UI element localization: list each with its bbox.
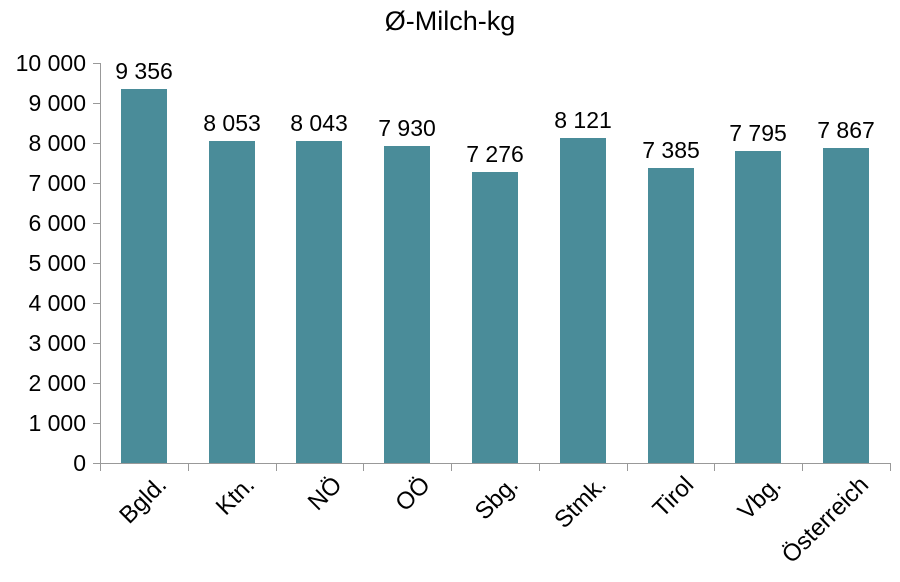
- x-tick-mark: [188, 463, 189, 471]
- y-tick-mark: [93, 463, 100, 464]
- x-category-label: Ktn.: [211, 471, 261, 521]
- bar-value-label: 7 795: [729, 120, 787, 146]
- x-tick-mark: [451, 463, 452, 471]
- bar: [209, 141, 255, 463]
- bar-value-label: 7 930: [378, 115, 436, 141]
- y-tick-mark: [93, 303, 100, 304]
- bar: [296, 141, 342, 463]
- y-tick-mark: [93, 423, 100, 424]
- y-tick-label: 10 000: [15, 50, 86, 76]
- y-tick-label: 0: [73, 450, 86, 476]
- x-axis-line: [93, 463, 890, 464]
- bar: [384, 146, 430, 463]
- x-tick-mark: [890, 463, 891, 471]
- x-category-label: Stmk.: [548, 471, 612, 534]
- bar-value-label: 8 053: [203, 110, 261, 136]
- y-tick-label: 2 000: [28, 370, 86, 396]
- y-tick-label: 1 000: [28, 410, 86, 436]
- y-tick-label: 9 000: [28, 90, 86, 116]
- x-category-label: OÖ: [389, 471, 436, 517]
- y-tick-mark: [93, 383, 100, 384]
- y-tick-mark: [93, 63, 100, 64]
- bar-value-label: 8 121: [554, 107, 612, 133]
- x-category-label: NÖ: [302, 471, 348, 516]
- y-tick-mark: [93, 223, 100, 224]
- chart-title: Ø-Milch-kg: [384, 6, 516, 36]
- y-tick-mark: [93, 143, 100, 144]
- x-category-label: Sbg.: [469, 471, 524, 526]
- bar: [648, 168, 694, 463]
- y-tick-label: 4 000: [28, 290, 86, 316]
- y-tick-mark: [93, 343, 100, 344]
- y-tick-label: 3 000: [28, 330, 86, 356]
- x-tick-mark: [539, 463, 540, 471]
- bar: [823, 148, 869, 463]
- bar: [560, 138, 606, 463]
- x-tick-mark: [363, 463, 364, 471]
- bar-value-label: 7 276: [466, 141, 524, 167]
- y-tick-label: 7 000: [28, 170, 86, 196]
- bar: [121, 89, 167, 463]
- y-tick-label: 6 000: [28, 210, 86, 236]
- bar: [735, 151, 781, 463]
- x-tick-mark: [627, 463, 628, 471]
- x-category-label: Österreich: [777, 471, 875, 569]
- x-tick-mark: [802, 463, 803, 471]
- x-tick-mark: [276, 463, 277, 471]
- x-category-label: Tirol: [647, 471, 700, 523]
- bar-value-label: 9 356: [115, 58, 173, 84]
- bar: [472, 172, 518, 463]
- y-tick-mark: [93, 183, 100, 184]
- x-category-label: Vbg.: [732, 471, 787, 526]
- bar-value-label: 7 867: [817, 117, 875, 143]
- bar-value-label: 7 385: [642, 137, 700, 163]
- y-tick-mark: [93, 103, 100, 104]
- y-axis-line: [100, 63, 101, 471]
- y-tick-label: 8 000: [28, 130, 86, 156]
- bar-value-label: 8 043: [290, 110, 348, 136]
- y-tick-label: 5 000: [28, 250, 86, 276]
- y-tick-mark: [93, 263, 100, 264]
- x-category-label: Bgld.: [114, 471, 173, 530]
- x-tick-mark: [714, 463, 715, 471]
